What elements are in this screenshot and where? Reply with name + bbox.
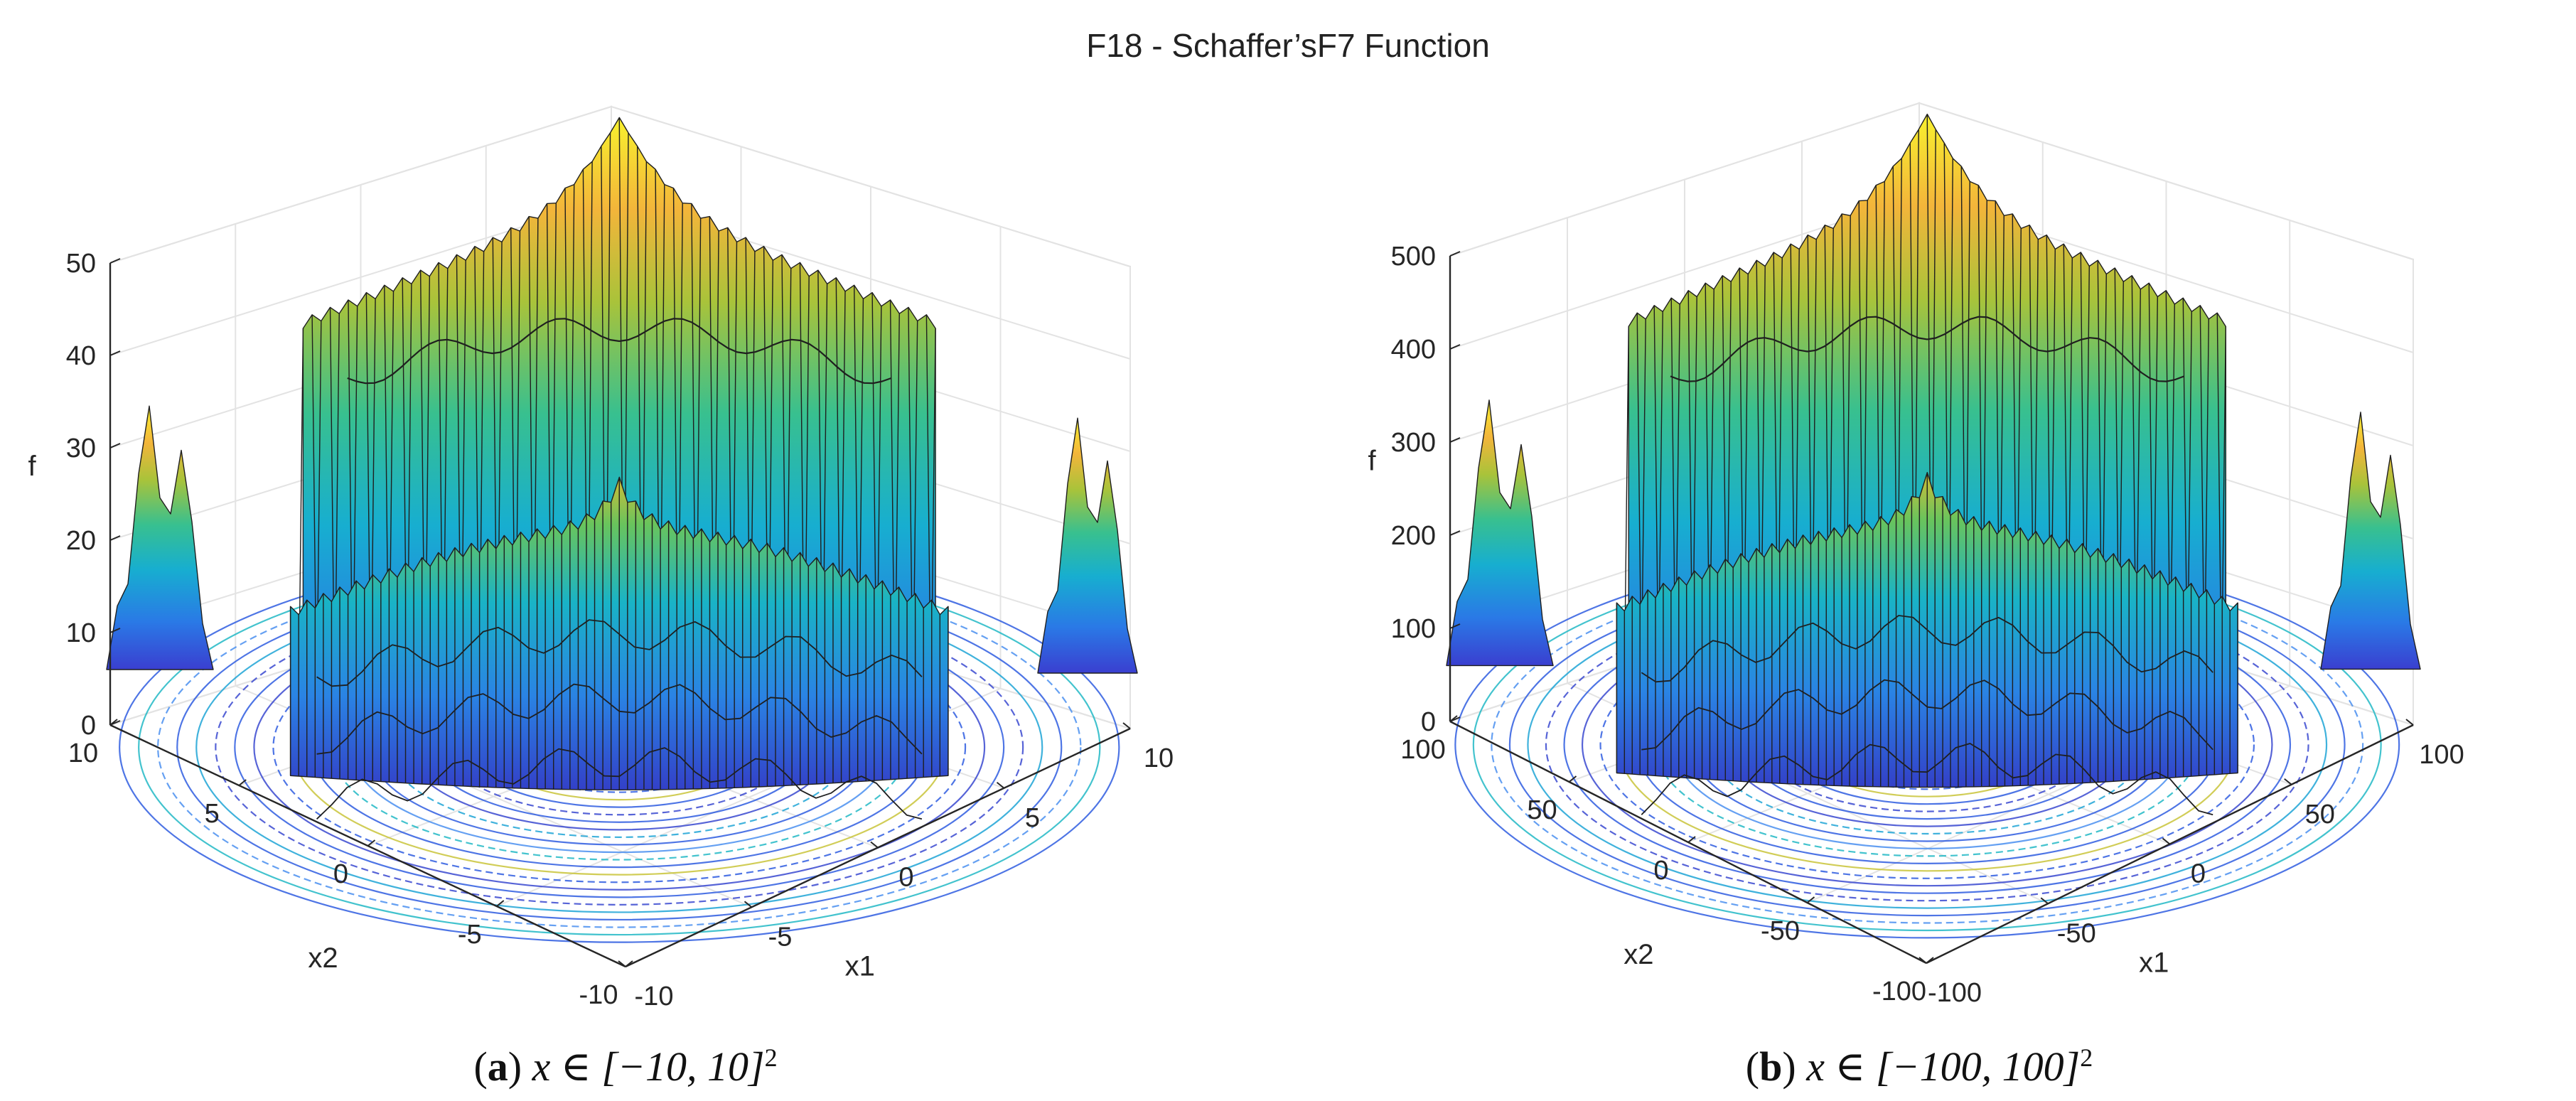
panel-b-x1-tick-label: 50	[2305, 800, 2335, 829]
panel-a-z-tick	[109, 350, 121, 356]
panel-a-x1-tick	[618, 960, 626, 967]
panel-b-x2-axis-label: x2	[1624, 939, 1653, 970]
caption-a: (a) x ∈ [−10, 10]2	[473, 1043, 777, 1090]
panel-b-x2-tick-label: -100	[1872, 977, 1926, 1006]
figure-title: F18 - Schaffer’sF7 Function	[1086, 27, 1490, 64]
panel-a-x2-tick	[625, 960, 633, 967]
panel-a-z-axis-label: f	[28, 451, 36, 482]
panel-a-x1-tick	[870, 841, 879, 849]
panel-b-surface	[1446, 113, 2421, 816]
panel-a-inner-ring	[347, 318, 892, 385]
panel-b-x2-tick	[1687, 836, 1696, 843]
panel-a-z-tick-label: 30	[66, 434, 96, 463]
panel-b-x1-tick	[1918, 957, 1927, 964]
panel-b-x2-tick-label: -50	[1761, 916, 1800, 946]
panel-a-z-tick-label: 10	[66, 618, 96, 648]
panel-b-z-tick	[1449, 437, 1461, 443]
panel-a-x2-tick	[109, 719, 118, 726]
panel-b-x1-tick	[2284, 778, 2292, 785]
panel-a-surface-ridge	[316, 747, 923, 820]
panel-b-x2-tick-label: 0	[1653, 856, 1668, 886]
panel-a-x1-axis-label: x1	[845, 951, 875, 982]
panel-a-x2-tick	[238, 779, 247, 786]
panel-b-z-tick	[1449, 530, 1461, 536]
caption-b-text: x ∈ [−100, 100]	[1805, 1043, 2080, 1090]
panel-b-x1-tick-label: -50	[2057, 918, 2096, 948]
panel-b-x1-tick-label: 0	[2191, 859, 2206, 889]
panel-b-z-tick	[1449, 344, 1461, 350]
panel-a-x1-tick-label: 10	[1144, 743, 1174, 773]
caption-b-exponent: 2	[2080, 1043, 2093, 1072]
panel-b-x2-tick-label: 100	[1400, 735, 1445, 765]
panel-a-x2-tick	[496, 900, 505, 907]
panel-b-inner-ring	[1670, 316, 2184, 382]
panel-b-contour-ring	[1491, 565, 2364, 924]
panel-b-x1-axis-label: x1	[2139, 947, 2169, 979]
panel-a-z-tick	[109, 258, 121, 264]
panel-b-contour-ring	[1599, 610, 2255, 879]
panel-b-z-tick-label: 200	[1391, 521, 1436, 551]
panel-a-x1-tick-label: -10	[635, 982, 674, 1011]
panel-a-contour-ring	[215, 589, 1024, 906]
panel-b-z-axis-label: f	[1368, 445, 1376, 476]
panel-a-x2-tick	[367, 839, 376, 847]
panel-b-x2-tick	[1568, 775, 1577, 783]
panel-b-z-tick-label: 400	[1391, 335, 1436, 365]
panel-b-z-tick-label: 0	[1421, 707, 1436, 737]
panel-b-z-tick	[1449, 251, 1461, 257]
panel-a-x1-tick	[744, 901, 753, 908]
panel-b-x1-tick	[2162, 837, 2171, 845]
panel-b-x1-tick	[2040, 897, 2049, 905]
panel-a-x2-tick-label: -10	[579, 980, 618, 1010]
panel-a-z-tick-label: 50	[66, 249, 96, 279]
panel-a-x2-tick-label: 0	[333, 859, 348, 889]
panel-a-x2-tick-label: 10	[68, 739, 98, 768]
caption-a-exponent: 2	[765, 1043, 778, 1072]
panel-a-corner-peak	[106, 405, 214, 670]
panel-a-z-tick-label: 0	[81, 711, 96, 741]
panel-a-x2-tick-label: 5	[205, 799, 220, 829]
panel-a-x1-tick-label: -5	[768, 922, 793, 952]
panel-b-corner-peak	[2320, 412, 2421, 670]
panel-b-surface-ridge	[1641, 743, 2213, 816]
panel-b-x1-tick-label: 100	[2419, 740, 2464, 770]
panel-b-x2-tick-label: 50	[1527, 795, 1557, 825]
panel-a-z-tick-label: 20	[66, 526, 96, 556]
panel-a-z-tick-label: 40	[66, 341, 96, 371]
panel-b-x1-tick	[2405, 719, 2414, 726]
panel-b-corner-peak	[1446, 399, 1554, 667]
panel-b-x1-tick-label: -100	[1928, 978, 1982, 1008]
panel-b-z-tick-label: 300	[1391, 428, 1436, 458]
panel-a-surface-ridge	[316, 683, 923, 755]
panel-b-z-tick	[1449, 623, 1461, 629]
panel-a-x2-tick-label: -5	[458, 920, 482, 950]
panel-a-z-tick	[109, 535, 121, 541]
panel-b-z-tick-label: 100	[1391, 614, 1436, 644]
panel-b-x2-tick	[1806, 896, 1815, 903]
panel-b-x2-tick	[1926, 957, 1934, 964]
caption-b: (b) x ∈ [−100, 100]2	[1746, 1043, 2093, 1090]
panel-a-x1-tick	[996, 781, 1005, 789]
panel-b-surface-ridge	[1641, 615, 2213, 683]
panel-a-corner-peak	[1037, 417, 1138, 674]
panel-b-z-tick-label: 500	[1391, 242, 1436, 272]
caption-b-label: b	[1759, 1043, 1782, 1090]
panel-a-x1-tick-label: 0	[898, 863, 913, 893]
caption-a-label: a	[488, 1043, 508, 1090]
panel-a-x2-axis-label: x2	[308, 942, 338, 974]
panel-a-surface-ridge	[316, 619, 923, 687]
caption-a-text: x ∈ [−10, 10]	[532, 1043, 765, 1090]
panel-b-x2-tick	[1449, 715, 1458, 722]
panel-a-z-tick	[109, 628, 121, 633]
panel-b-surface-ridge	[1641, 679, 2213, 751]
panel-a-x1-tick-label: 5	[1025, 803, 1040, 833]
panel-a-surface	[106, 117, 1138, 820]
panel-a-z-tick	[109, 443, 121, 449]
panel-a-x1-tick	[1122, 722, 1131, 729]
